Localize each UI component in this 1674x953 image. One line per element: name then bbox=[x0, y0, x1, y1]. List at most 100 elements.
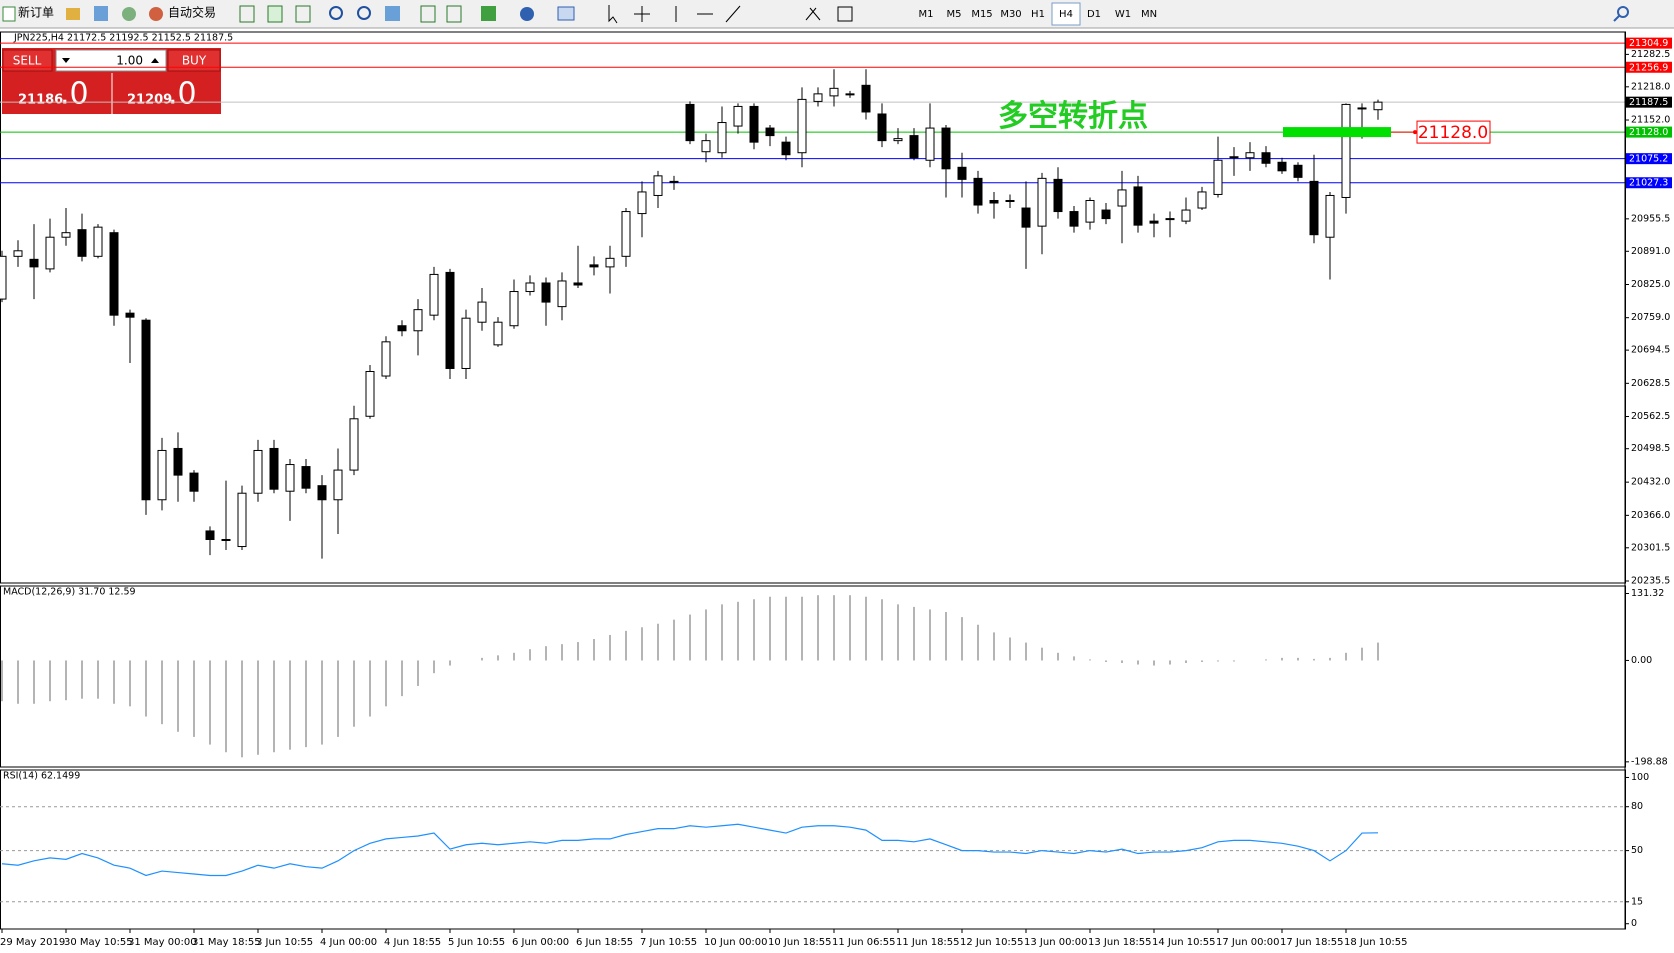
candle-body bbox=[877, 113, 887, 142]
y-tick-label: 20366.0 bbox=[1631, 510, 1670, 521]
bid-main[interactable]: 21186 bbox=[18, 93, 63, 108]
price-box-label: 21304.9 bbox=[1629, 38, 1668, 49]
candle-body bbox=[237, 492, 247, 548]
tool-icon[interactable] bbox=[520, 7, 534, 21]
timeframe[interactable]: H4 bbox=[1059, 9, 1073, 20]
lot-down[interactable] bbox=[62, 58, 70, 63]
y-tick-label: 20694.5 bbox=[1631, 345, 1670, 356]
tool-icon[interactable] bbox=[94, 6, 108, 21]
tool-icon[interactable] bbox=[267, 5, 283, 23]
ask-main[interactable]: 21209 bbox=[127, 93, 172, 108]
rsi-line bbox=[1, 823, 1379, 877]
candle-body bbox=[13, 250, 23, 257]
zoom-in[interactable] bbox=[329, 6, 343, 20]
tool-icon[interactable] bbox=[420, 5, 436, 23]
tool-icon[interactable] bbox=[481, 6, 496, 21]
lot-value[interactable]: 1.00 bbox=[116, 54, 143, 68]
candle-body bbox=[1085, 199, 1095, 223]
timeframe[interactable]: H1 bbox=[1031, 9, 1045, 20]
candle-body bbox=[669, 180, 679, 183]
price-box-label: 21128.0 bbox=[1629, 127, 1668, 138]
candle-body bbox=[1309, 180, 1319, 236]
buy-button[interactable] bbox=[167, 49, 221, 72]
tool-icon[interactable] bbox=[66, 8, 80, 20]
pivot-price: 21128.0 bbox=[1418, 123, 1488, 143]
timeframe[interactable]: M15 bbox=[971, 9, 992, 20]
candle-body bbox=[253, 449, 263, 494]
x-tick-label: 29 May 2019 bbox=[0, 937, 65, 948]
sell-button[interactable] bbox=[2, 49, 53, 72]
candle-body bbox=[445, 271, 455, 369]
tool-icon[interactable] bbox=[837, 6, 853, 22]
crosshair-icon[interactable] bbox=[634, 6, 650, 22]
tool-icon[interactable] bbox=[805, 7, 821, 21]
tool-icon[interactable] bbox=[385, 6, 400, 21]
price-box bbox=[1626, 153, 1672, 165]
timeframe[interactable]: M1 bbox=[919, 9, 934, 20]
auto-trading-icon[interactable] bbox=[149, 7, 163, 21]
new-order-icon[interactable] bbox=[2, 6, 16, 22]
candle-body bbox=[365, 371, 375, 417]
candle-body bbox=[317, 485, 327, 501]
candle-body bbox=[861, 84, 871, 113]
price-box bbox=[1626, 126, 1672, 138]
new-order[interactable]: 新订单 bbox=[18, 5, 54, 20]
x-tick-label: 7 Jun 10:55 bbox=[640, 937, 697, 948]
search[interactable] bbox=[1617, 6, 1629, 18]
candle-body bbox=[957, 166, 967, 180]
candle-body bbox=[813, 93, 823, 102]
candle-body bbox=[1005, 199, 1015, 202]
timeframe[interactable]: D1 bbox=[1087, 9, 1101, 20]
y-tick-label: 21218.0 bbox=[1631, 81, 1670, 92]
price-box-label: 21075.2 bbox=[1629, 154, 1668, 165]
y-tick-label: 20955.5 bbox=[1631, 213, 1670, 224]
candle-body bbox=[605, 257, 615, 268]
bid-frac[interactable]: .0 bbox=[60, 77, 89, 112]
lot-input[interactable] bbox=[55, 49, 167, 72]
tool-icon[interactable] bbox=[446, 5, 462, 23]
candle-body bbox=[1229, 156, 1239, 159]
panel-title: MACD(12,26,9) 31.70 12.59 bbox=[3, 587, 136, 598]
candle-body bbox=[653, 175, 663, 196]
candle-body bbox=[477, 301, 487, 323]
candle-body bbox=[29, 258, 39, 268]
y-tick-label: 20628.5 bbox=[1631, 378, 1670, 389]
cursor-icon[interactable] bbox=[608, 5, 618, 24]
candle-body bbox=[909, 135, 919, 159]
timeframe[interactable]: M5 bbox=[947, 9, 962, 20]
candle-body bbox=[1053, 178, 1063, 213]
sell-label[interactable]: SELL bbox=[13, 54, 42, 68]
lot-up[interactable] bbox=[151, 58, 159, 63]
x-tick-label: 4 Jun 00:00 bbox=[320, 937, 377, 948]
buy-label[interactable]: BUY bbox=[182, 54, 207, 68]
panel-title: RSI(14) 62.1499 bbox=[3, 771, 80, 782]
y-tick-label: 21282.5 bbox=[1631, 49, 1670, 60]
candle-body bbox=[221, 538, 231, 541]
candle-body bbox=[989, 199, 999, 204]
x-tick-label: 31 May 00:00 bbox=[128, 937, 197, 948]
candle-body bbox=[1245, 152, 1255, 159]
timeframe[interactable]: MN bbox=[1141, 9, 1157, 20]
candle-body bbox=[1261, 152, 1271, 164]
x-tick-label: 14 Jun 10:55 bbox=[1152, 937, 1216, 948]
x-tick-label: 10 Jun 00:00 bbox=[704, 937, 768, 948]
candle-body bbox=[509, 291, 519, 327]
timeframe[interactable]: M30 bbox=[1000, 9, 1021, 20]
candle-body bbox=[429, 273, 439, 316]
trendline-icon[interactable] bbox=[725, 5, 741, 23]
candle-body bbox=[685, 103, 695, 142]
candle-body bbox=[77, 229, 87, 257]
y-tick-label: 21152.0 bbox=[1631, 115, 1670, 126]
y-tick-label: 0.00 bbox=[1631, 655, 1652, 666]
auto-trading[interactable]: 自动交易 bbox=[168, 5, 216, 20]
toolbar: 新订单 自动交易 bbox=[0, 0, 1674, 29]
tool-icon[interactable] bbox=[295, 5, 311, 23]
tool-icon[interactable] bbox=[239, 5, 255, 23]
tool-icon[interactable] bbox=[122, 7, 136, 21]
tool-icon[interactable] bbox=[557, 6, 575, 21]
candle-body bbox=[397, 325, 407, 332]
timeframe[interactable]: W1 bbox=[1115, 9, 1131, 20]
zoom-out[interactable] bbox=[357, 6, 371, 20]
x-tick-label: 18 Jun 10:55 bbox=[1344, 937, 1408, 948]
ask-frac[interactable]: .0 bbox=[168, 77, 197, 112]
